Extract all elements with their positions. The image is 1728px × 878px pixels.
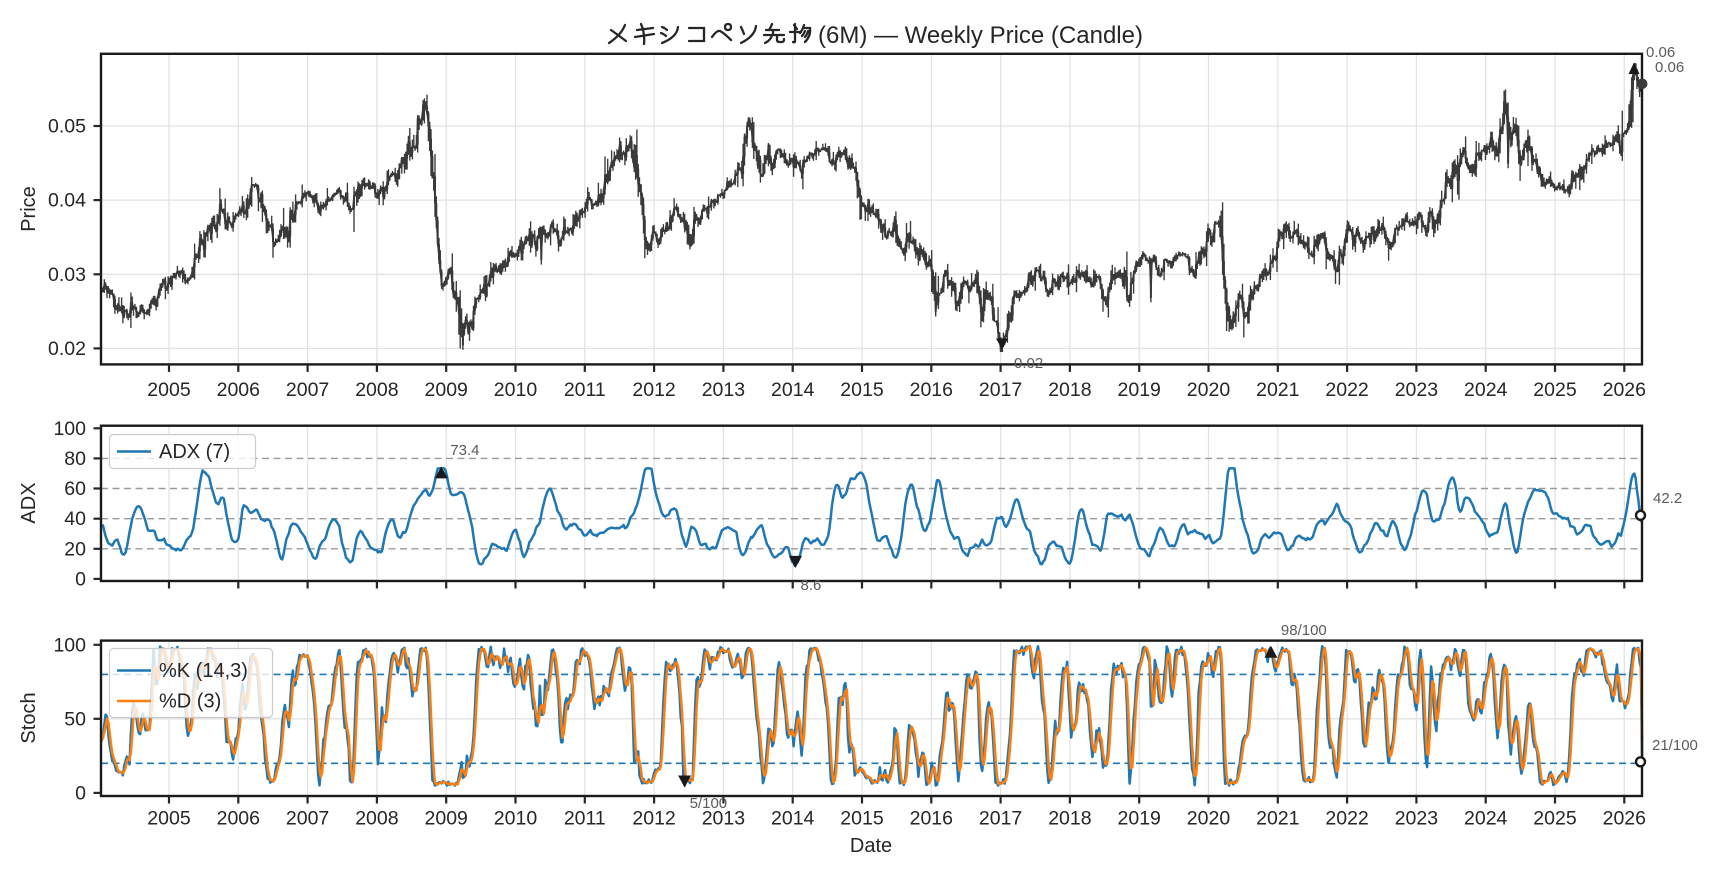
svg-text:100: 100 (53, 418, 86, 440)
svg-text:0.06: 0.06 (1646, 44, 1675, 61)
svg-text:2007: 2007 (286, 808, 329, 830)
svg-text:(6M) — Weekly Price (Candle): (6M) — Weekly Price (Candle) (818, 22, 1143, 49)
svg-text:0.02: 0.02 (1014, 355, 1043, 372)
svg-text:2018: 2018 (1048, 808, 1091, 830)
svg-text:0.03: 0.03 (48, 264, 86, 286)
svg-text:2022: 2022 (1325, 808, 1368, 830)
svg-text:2011: 2011 (564, 379, 606, 401)
svg-text:2015: 2015 (840, 808, 884, 830)
svg-text:2010: 2010 (494, 379, 538, 401)
svg-text:2019: 2019 (1118, 379, 1161, 401)
svg-text:2024: 2024 (1464, 379, 1508, 401)
svg-text:2019: 2019 (1118, 808, 1161, 830)
svg-text:100: 100 (53, 634, 86, 656)
svg-text:2023: 2023 (1395, 808, 1438, 830)
svg-text:2011: 2011 (564, 808, 606, 830)
svg-text:%K (14,3): %K (14,3) (159, 660, 248, 682)
svg-text:2015: 2015 (840, 379, 884, 401)
svg-text:ADX: ADX (18, 482, 40, 523)
svg-text:0: 0 (75, 568, 86, 590)
svg-text:2014: 2014 (771, 379, 815, 401)
svg-text:21/100: 21/100 (1652, 737, 1698, 754)
svg-text:2018: 2018 (1048, 379, 1091, 401)
svg-text:2020: 2020 (1187, 379, 1231, 401)
svg-text:2009: 2009 (425, 808, 468, 830)
svg-text:2021: 2021 (1256, 808, 1299, 830)
svg-text:2007: 2007 (286, 379, 329, 401)
svg-text:2025: 2025 (1533, 379, 1577, 401)
svg-text:2026: 2026 (1603, 379, 1646, 401)
svg-text:0.05: 0.05 (48, 116, 86, 138)
svg-text:2021: 2021 (1256, 379, 1299, 401)
svg-text:2017: 2017 (979, 379, 1022, 401)
svg-text:2025: 2025 (1533, 808, 1577, 830)
svg-text:Date: Date (850, 835, 892, 857)
svg-text:2005: 2005 (147, 808, 191, 830)
svg-text:80: 80 (64, 448, 86, 470)
svg-text:2016: 2016 (910, 379, 953, 401)
svg-text:2006: 2006 (217, 808, 260, 830)
svg-text:0.02: 0.02 (48, 338, 86, 360)
svg-text:40: 40 (64, 508, 86, 530)
svg-text:2012: 2012 (632, 808, 675, 830)
svg-text:73.4: 73.4 (450, 442, 479, 459)
svg-text:5/100: 5/100 (690, 795, 728, 812)
svg-text:0.06: 0.06 (1655, 59, 1684, 76)
svg-text:2017: 2017 (979, 808, 1022, 830)
svg-text:8.6: 8.6 (801, 577, 822, 594)
svg-text:2023: 2023 (1395, 379, 1438, 401)
svg-text:60: 60 (64, 478, 86, 500)
svg-text:2008: 2008 (355, 379, 398, 401)
svg-text:%D (3): %D (3) (159, 691, 221, 713)
svg-text:42.2: 42.2 (1653, 490, 1682, 507)
svg-text:2014: 2014 (771, 808, 815, 830)
svg-text:2006: 2006 (217, 379, 260, 401)
svg-text:2005: 2005 (147, 379, 191, 401)
svg-text:ADX (7): ADX (7) (159, 441, 230, 463)
svg-text:2009: 2009 (425, 379, 468, 401)
svg-text:50: 50 (64, 708, 86, 730)
svg-text:2020: 2020 (1187, 808, 1231, 830)
svg-text:98/100: 98/100 (1281, 622, 1327, 639)
svg-text:Stoch: Stoch (18, 692, 40, 743)
svg-text:Price: Price (18, 186, 40, 232)
svg-text:20: 20 (64, 538, 86, 560)
svg-text:2026: 2026 (1603, 808, 1646, 830)
svg-text:2016: 2016 (910, 808, 953, 830)
svg-text:2022: 2022 (1325, 379, 1368, 401)
svg-text:2013: 2013 (702, 808, 745, 830)
svg-text:0: 0 (75, 782, 86, 804)
svg-text:2013: 2013 (702, 379, 745, 401)
svg-text:2008: 2008 (355, 808, 398, 830)
svg-text:0.04: 0.04 (48, 190, 86, 212)
svg-text:2024: 2024 (1464, 808, 1508, 830)
svg-text:2010: 2010 (494, 808, 538, 830)
svg-text:2012: 2012 (632, 379, 675, 401)
